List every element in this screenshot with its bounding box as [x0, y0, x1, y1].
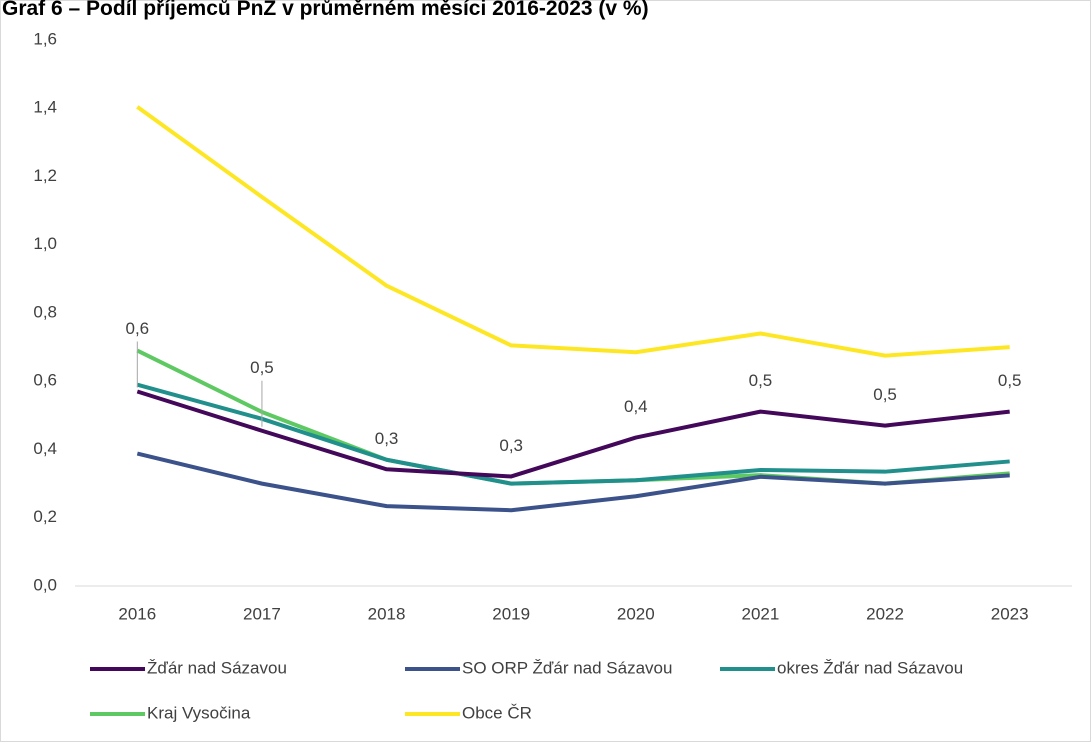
series-line	[136, 105, 1010, 358]
x-tick-label: 2023	[991, 604, 1029, 623]
data-label: 0,5	[873, 385, 897, 404]
series-line	[136, 389, 1010, 479]
x-tick-label: 2017	[243, 604, 281, 623]
y-tick-label: 0,6	[33, 371, 57, 390]
legend-label: okres Žďár nad Sázavou	[777, 658, 963, 677]
legend-label: Kraj Vysočina	[147, 703, 251, 722]
x-tick-label: 2021	[742, 604, 780, 623]
y-tick-label: 0,0	[33, 575, 57, 594]
data-label: 0,4	[624, 397, 648, 416]
data-label: 0,3	[375, 429, 399, 448]
x-tick-label: 2022	[866, 604, 904, 623]
legend-label: SO ORP Žďár nad Sázavou	[462, 658, 672, 677]
legend-label: Obce ČR	[462, 703, 532, 722]
y-tick-label: 1,6	[33, 29, 57, 48]
series-line	[136, 451, 1010, 513]
data-label: 0,5	[749, 371, 773, 390]
x-tick-label: 2019	[492, 604, 530, 623]
x-tick-label: 2020	[617, 604, 655, 623]
data-label: 0,6	[125, 319, 149, 338]
series-line	[136, 382, 1010, 486]
data-label: 0,5	[998, 371, 1022, 390]
y-tick-label: 0,2	[33, 507, 57, 526]
y-tick-label: 1,0	[33, 234, 57, 253]
y-tick-label: 0,4	[33, 439, 57, 458]
y-tick-label: 1,2	[33, 166, 57, 185]
data-label: 0,5	[250, 358, 274, 377]
legend-label: Žďár nad Sázavou	[147, 658, 287, 677]
x-tick-label: 2016	[118, 604, 156, 623]
y-tick-label: 0,8	[33, 302, 57, 321]
chart-title: Graf 6 – Podíl příjemců PnZ v průměrném …	[2, 0, 649, 20]
y-tick-label: 1,4	[33, 98, 57, 117]
x-tick-label: 2018	[368, 604, 406, 623]
data-label: 0,3	[499, 436, 523, 455]
